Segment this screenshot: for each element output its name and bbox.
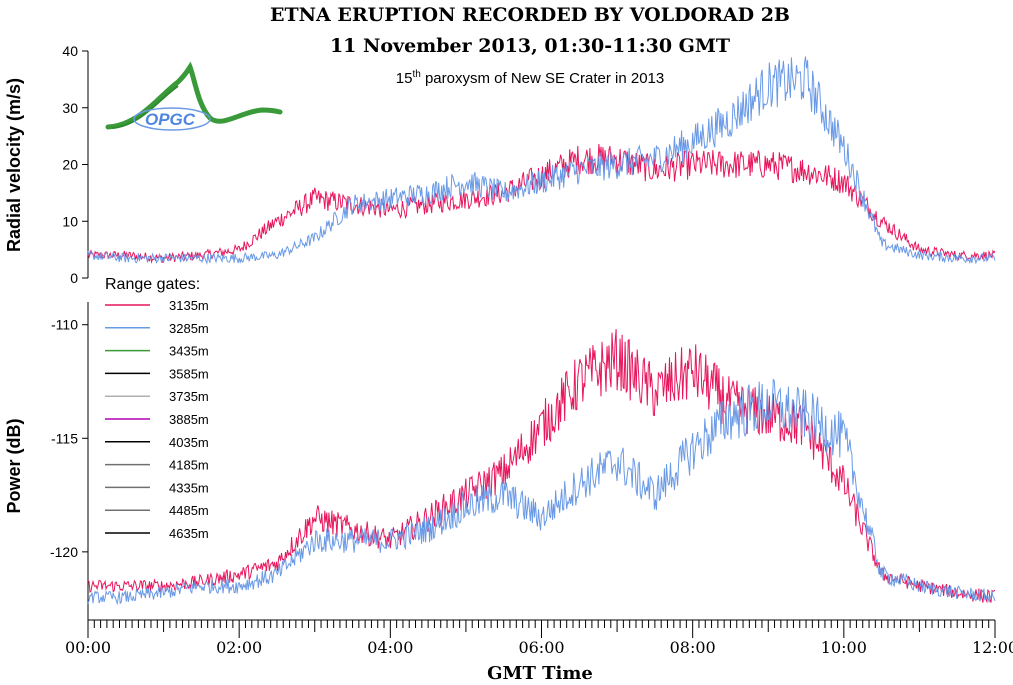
velocity-ytick-label: 20 [62,157,78,173]
power-series-3285m [87,378,996,606]
power-ytick-label: -120 [50,544,78,560]
chart-date-title: 11 November 2013, 01:30-11:30 GMT [330,35,730,57]
velocity-series-3285m [87,56,996,265]
axes [87,51,995,621]
x-tick-label: 00:00 [65,638,111,657]
chart-title: ETNA ERUPTION RECORDED BY VOLDORAD 2B [270,4,790,26]
x-axis-title: GMT Time [487,663,593,684]
velocity-ytick-label: 40 [62,43,78,59]
power-axis-title: Power (dB) [4,418,24,513]
legend-label-4185m: 4185m [169,458,209,473]
legend-label-4485m: 4485m [169,503,209,518]
opgc-logo-text: OPGC [145,110,196,129]
velocity-series-3135m [87,143,996,264]
legend-label-4035m: 4035m [169,435,209,450]
power-series-3135m [87,329,996,604]
legend-title: Range gates: [105,276,200,293]
velocity-ytick-label: 30 [62,100,78,116]
legend-label-3435m: 3435m [169,344,209,359]
power-ytick-label: -110 [51,317,78,333]
velocity-ytick-label: 0 [70,270,78,286]
legend-label-3285m: 3285m [169,321,209,336]
chart-subtitle: 15th paroxysm of New SE Crater in 2013 [396,69,664,87]
velocity-y-ticks: 0 10 20 30 40 [62,43,88,286]
power-y-ticks: -120 -115 -110 [50,317,88,560]
x-tick-label: 12:00 [972,638,1013,657]
legend-label-4635m: 4635m [169,526,209,541]
legend: Range gates: 3135m 3285m 3435m 3585m 3735m 38… [105,276,209,541]
velocity-ytick-label: 10 [62,213,78,229]
x-ticks: 00:00 02:00 04:00 06:00 08:00 10:00 12:00 [65,620,1013,657]
power-plot [87,329,996,606]
x-tick-label: 02:00 [216,638,262,657]
opgc-logo: OPGC [105,61,283,131]
legend-label-3885m: 3885m [169,412,209,427]
x-tick-label: 10:00 [821,638,867,657]
power-ytick-label: -115 [51,430,78,446]
legend-label-3135m: 3135m [169,298,209,313]
velocity-plot [87,56,996,265]
legend-label-3585m: 3585m [169,366,209,381]
x-tick-label: 04:00 [367,638,413,657]
x-tick-label: 08:00 [670,638,716,657]
legend-label-3735m: 3735m [169,389,209,404]
x-tick-label: 06:00 [518,638,564,657]
velocity-axis-title: Radial velocity (m/s) [4,78,24,252]
legend-label-4335m: 4335m [169,480,209,495]
